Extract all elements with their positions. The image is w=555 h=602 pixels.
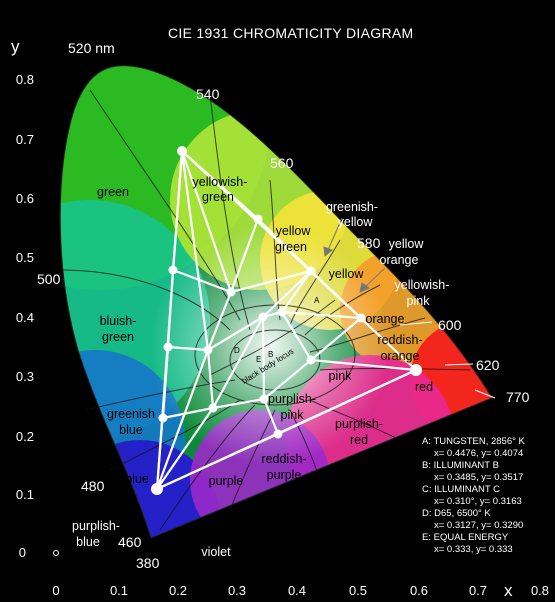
y-tick: 0.6 <box>16 191 34 206</box>
region-label-yellowish-pink: pink <box>407 294 431 308</box>
region-label-greenish-blue: blue <box>119 423 143 437</box>
y-tick: 0.3 <box>16 369 34 384</box>
region-label-purplish-blue: blue <box>76 535 100 549</box>
x-axis-label: x <box>504 581 513 600</box>
illuminant-point-e: E <box>256 355 261 364</box>
region-label-reddish-purple: reddish- <box>261 452 306 466</box>
wavelength-labels: 520 nm 540 560 580 600 620 770 500 480 4… <box>37 40 530 571</box>
wavelength-label: 380 <box>136 555 160 571</box>
arrows <box>323 217 386 293</box>
region-label-yellow-green: yellow <box>276 224 312 238</box>
origin-marker <box>53 550 59 556</box>
region-label-greenish-blue: greenish <box>107 407 155 421</box>
legend-e-title: E: EQUAL ENERGY <box>422 532 509 543</box>
region-label-purplish-pink: pink <box>281 408 305 422</box>
region-label-greenish-yellow: greenish- <box>326 200 378 214</box>
region-label-yellow-orange: orange <box>380 253 419 267</box>
y-tick: 0.1 <box>16 487 34 502</box>
axes <box>53 550 59 556</box>
region-label-yellowish-pink: yellowish- <box>395 278 450 292</box>
diagram-title: CIE 1931 CHROMATICITY DIAGRAM <box>168 25 413 41</box>
region-label-yellowish-green: green <box>202 190 234 204</box>
region-label-purple: purple <box>209 474 244 488</box>
y-tick: 0.4 <box>16 310 34 325</box>
legend-e-coords: x= 0.333, y= 0.333 <box>434 544 513 555</box>
region-label-pink: pink <box>329 369 353 383</box>
x-tick: 0.3 <box>228 583 246 598</box>
region-label-yellow: yellow <box>329 267 365 281</box>
legend-a-title: A: TUNGSTEN, 2856° K <box>422 436 526 447</box>
y-tick: 0.7 <box>16 132 34 147</box>
y-tick: 0 <box>19 545 26 560</box>
x-tick: 0.8 <box>531 583 549 598</box>
region-label-reddish-orange: orange <box>381 349 420 363</box>
gamut-points <box>151 146 422 495</box>
y-tick-labels: 0 0.1 0.2 0.3 0.4 0.5 0.6 0.7 0.8 <box>16 72 34 560</box>
region-label-violet: violet <box>201 545 231 559</box>
illuminant-point-d: D <box>234 346 240 355</box>
legend-b-coords: x= 0.3485, y= 0.3517 <box>434 472 523 483</box>
x-tick: 0 <box>52 583 59 598</box>
x-tick-labels: 0 0.1 0.2 0.3 0.4 0.5 0.6 0.7 0.8 <box>52 583 549 598</box>
region-label-yellow-green: green <box>275 240 307 254</box>
region-label-purplish-blue: purplish- <box>72 519 120 533</box>
x-tick: 0.2 <box>169 583 187 598</box>
spectral-locus-outline <box>59 65 493 539</box>
wavelength-label: 600 <box>438 317 462 333</box>
region-label-reddish-orange: reddish- <box>377 333 422 347</box>
y-axis-label: y <box>11 37 20 56</box>
y-tick: 0.8 <box>16 72 34 87</box>
wavelength-label: 480 <box>81 478 105 494</box>
region-label-reddish-purple: purple <box>267 468 302 482</box>
wavelength-label: 540 <box>196 86 220 102</box>
y-tick: 0.2 <box>16 429 34 444</box>
region-label-bluish-green: bluish- <box>100 314 137 328</box>
region-label-greenish-yellow: yellow <box>338 215 374 229</box>
region-boundaries <box>59 89 471 531</box>
region-label-purplish-red: red <box>350 433 368 447</box>
region-labels: green yellowish- green yellow green gree… <box>72 175 449 559</box>
legend-c-title: C: ILLUMINANT C <box>422 484 500 495</box>
region-label-orange: orange <box>366 312 405 326</box>
wavelength-ticks <box>399 321 496 399</box>
region-label-yellow-orange: yellow <box>389 237 425 251</box>
wavelength-label: 580 <box>357 235 381 251</box>
wavelength-label: 460 <box>118 534 142 550</box>
legend-c-coords: x= 0.310°, y= 0.3163 <box>434 496 522 507</box>
gamut-lines <box>155 148 418 491</box>
region-label-green: green <box>97 185 129 199</box>
x-tick: 0.5 <box>349 583 367 598</box>
wavelength-label: 520 nm <box>68 40 115 56</box>
wavelength-label: 560 <box>270 155 294 171</box>
illuminant-point-b: B <box>268 350 273 359</box>
region-label-blue: blue <box>125 472 149 486</box>
region-label-red: red <box>415 380 433 394</box>
legend-d-coords: x= 0.3127, y= 0.3290 <box>434 520 523 531</box>
legend-a-coords: x= 0.4476, y= 0.4074 <box>434 448 523 459</box>
legend-d-title: D: D65, 6500° K <box>422 508 491 519</box>
illuminant-legend: A: TUNGSTEN, 2856° K x= 0.4476, y= 0.407… <box>422 436 526 555</box>
x-tick: 0.7 <box>469 583 487 598</box>
x-tick: 0.1 <box>110 583 128 598</box>
region-label-purplish-pink: purplish- <box>268 392 316 406</box>
wavelength-label: 500 <box>37 271 61 287</box>
region-label-bluish-green: green <box>102 330 134 344</box>
y-tick: 0.5 <box>16 250 34 265</box>
x-tick: 0.6 <box>410 583 428 598</box>
illuminant-point-a: A <box>314 296 320 305</box>
region-label-yellowish-green: yellowish- <box>193 175 248 189</box>
x-tick: 0.4 <box>288 583 306 598</box>
wavelength-label: 620 <box>476 357 500 373</box>
legend-b-title: B: ILLUMINANT B <box>422 460 499 471</box>
wavelength-label: 770 <box>506 389 530 405</box>
region-label-purplish-red: purplish- <box>335 417 383 431</box>
